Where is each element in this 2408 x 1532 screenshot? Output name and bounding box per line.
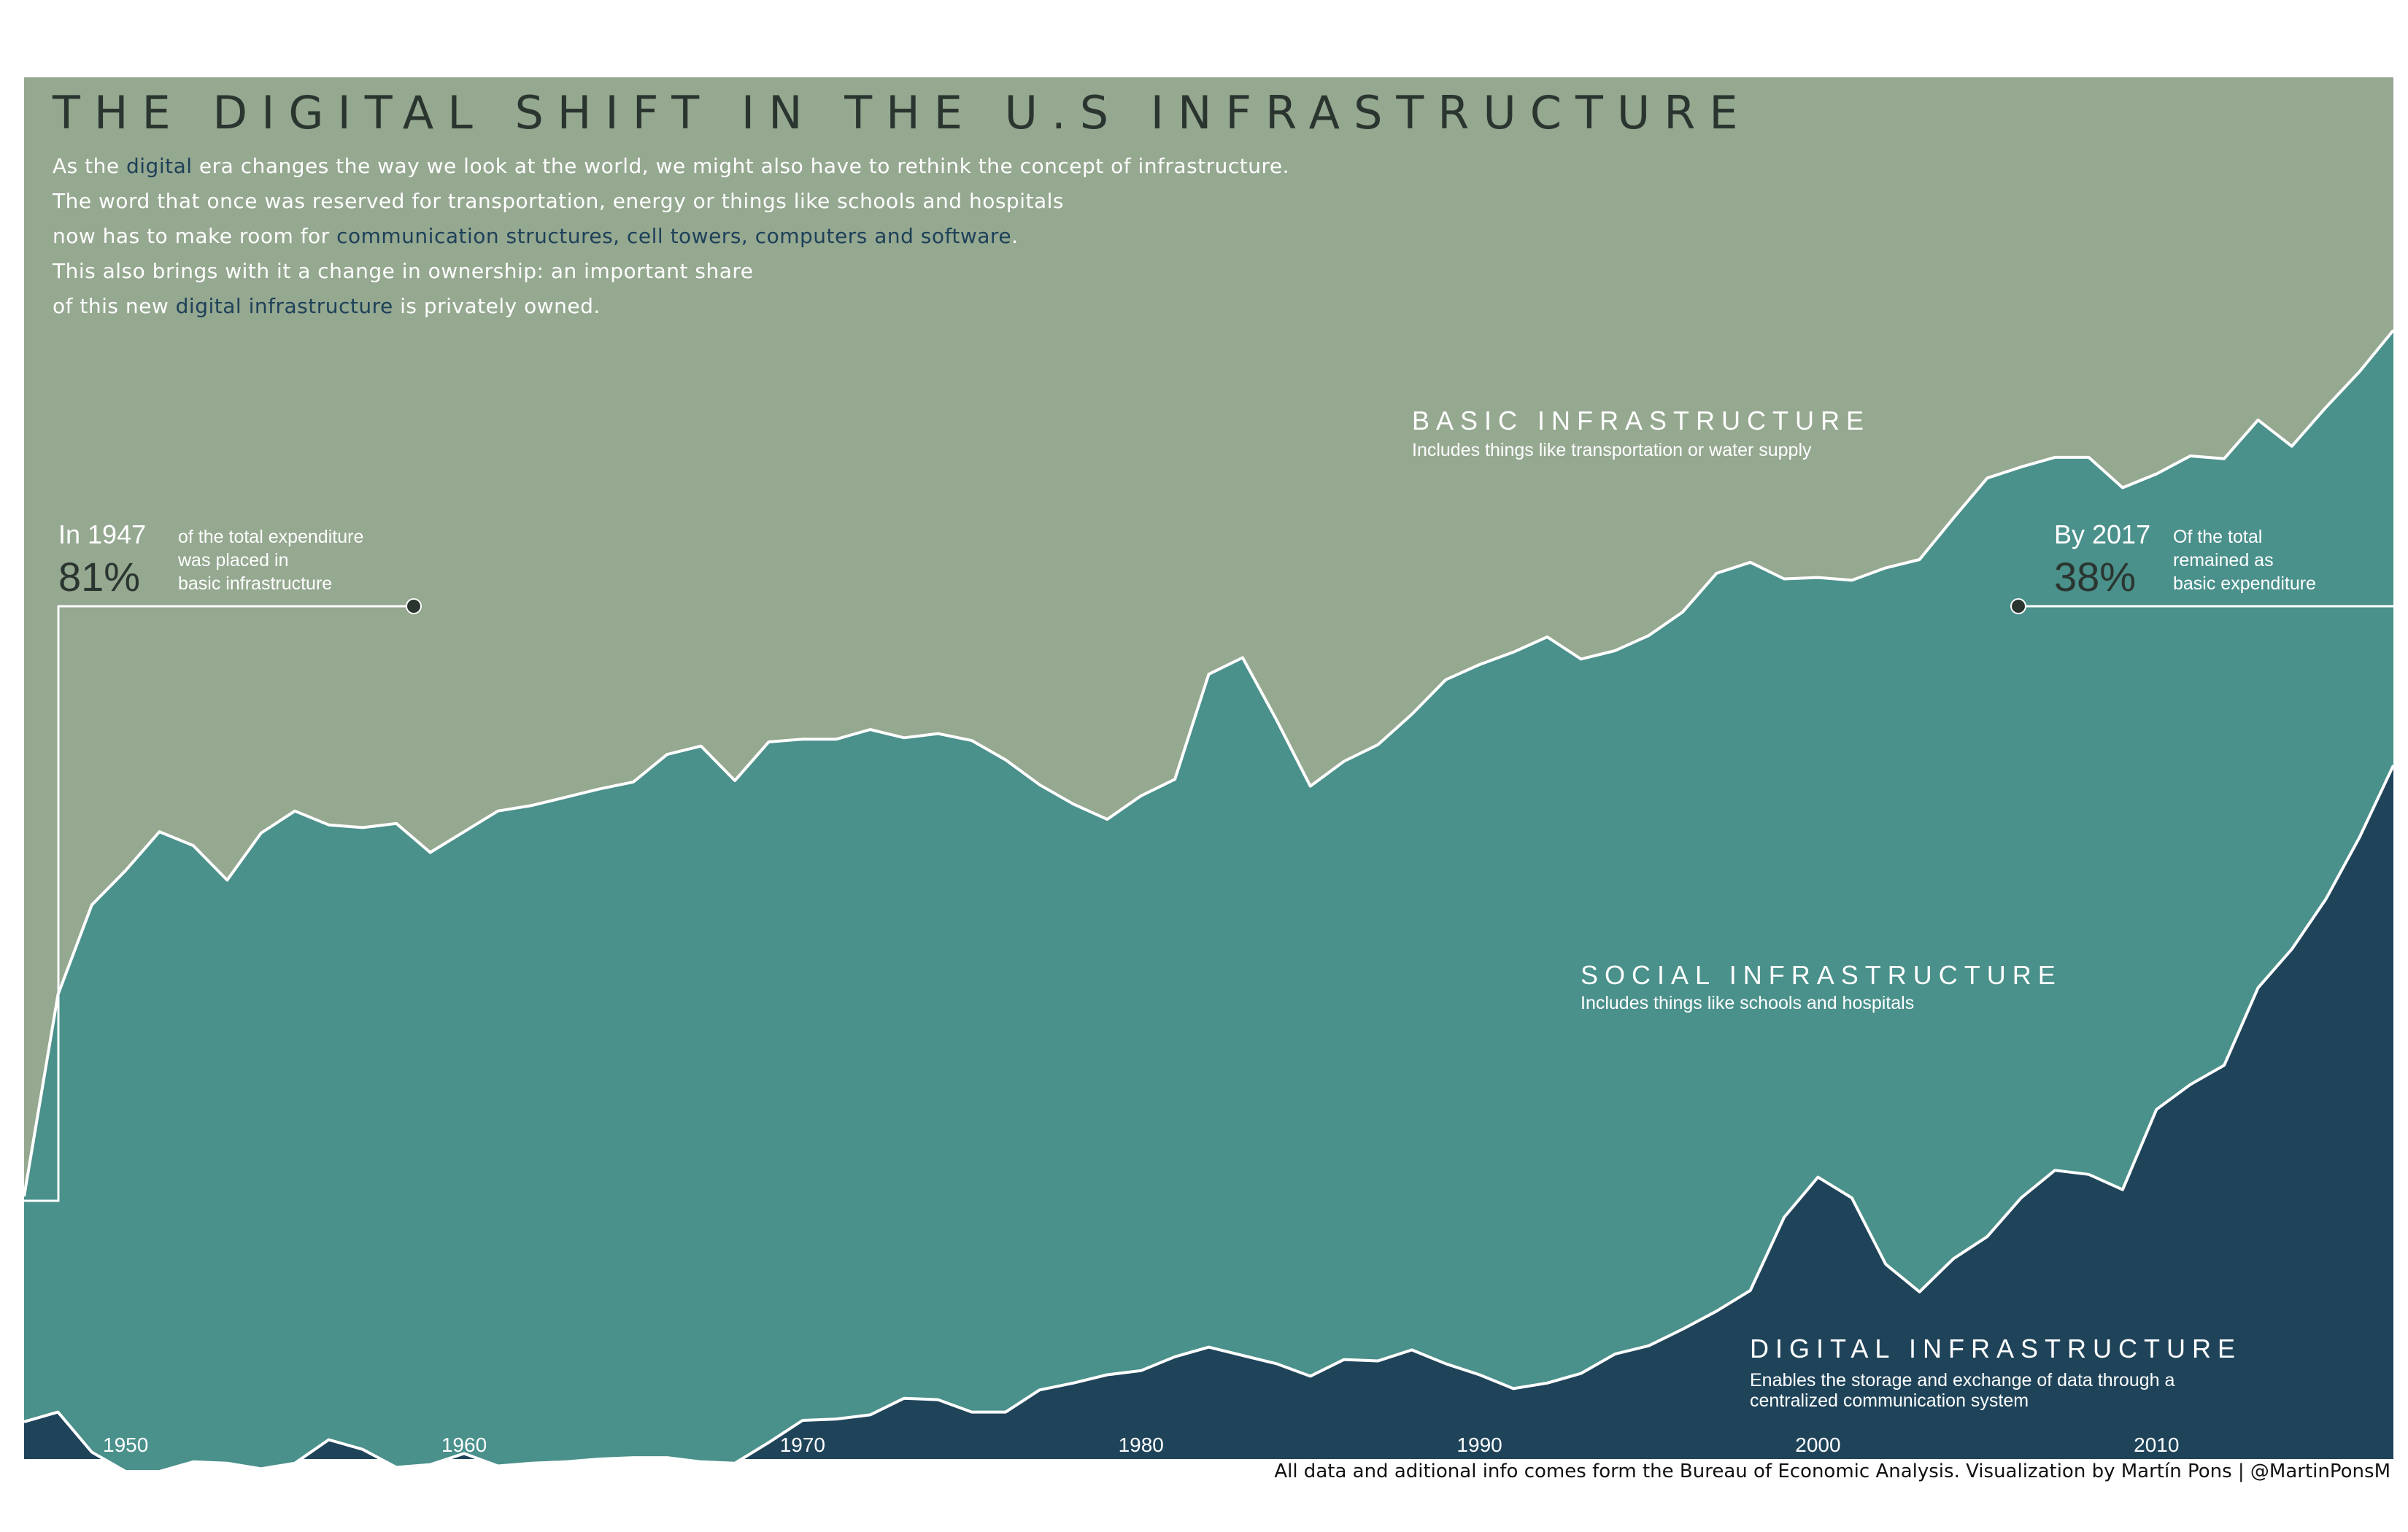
intro-line-1: As the digital era changes the way we lo… [53, 149, 1289, 184]
stacked-areas [23, 77, 2395, 1473]
digital-series-title: DIGITAL INFRASTRUCTURE [1750, 1334, 2242, 1363]
intro-highlight: digital [126, 154, 193, 178]
basic-infrastructure-area [24, 77, 2393, 1197]
annotation-2017-value: 38% [2054, 554, 2137, 600]
annotation-2017-text-3: basic expenditure [2173, 573, 2316, 594]
annotation-lines [24, 598, 2393, 1202]
intro-text: is privately owned. [393, 294, 601, 318]
x-axis-ticks: 1950 1960 1970 1980 1990 2000 2010 [103, 1434, 2179, 1456]
social-basic-boundary-line [23, 329, 2395, 1197]
x-tick-label: 1960 [441, 1434, 487, 1456]
annotation-1947-dot [406, 598, 422, 614]
digital-social-boundary-line [23, 765, 2395, 1473]
intro-paragraph: As the digital era changes the way we lo… [53, 149, 1289, 324]
annotation-1947-connector [24, 605, 414, 1202]
intro-line-3: now has to make room for communication s… [53, 219, 1289, 254]
social-series-title: SOCIAL INFRASTRUCTURE [1581, 960, 2062, 990]
x-tick-label: 1970 [780, 1434, 825, 1456]
annotation-2017-text-1: Of the total [2173, 527, 2263, 547]
x-tick-label: 1980 [1119, 1434, 1164, 1456]
annotation-1947-text-2: was placed in [178, 550, 289, 570]
basic-series-title: BASIC INFRASTRUCTURE [1412, 406, 1871, 436]
intro-text: . [1011, 224, 1019, 248]
social-series-desc: Includes things like schools and hospita… [1581, 993, 1915, 1013]
digital-infrastructure-area [24, 765, 2393, 1471]
intro-text: of this new [53, 294, 176, 318]
x-tick-label: 2000 [1795, 1434, 1840, 1456]
basic-series-desc: Includes things like transportation or w… [1412, 440, 1812, 460]
digital-series-desc-2: centralized communication system [1750, 1390, 2029, 1411]
annotation-2017-dot [2010, 598, 2026, 614]
digital-series-desc-1: Enables the storage and exchange of data… [1750, 1370, 2175, 1390]
x-tick-label: 1990 [1456, 1434, 1502, 1456]
intro-highlight: digital infrastructure [175, 294, 393, 318]
source-footer: All data and aditional info comes form t… [1274, 1461, 2390, 1482]
x-tick-label: 2010 [2134, 1434, 2179, 1456]
x-tick-label: 1950 [103, 1434, 148, 1456]
intro-text: now has to make room for [53, 224, 337, 248]
intro-text: era changes the way we look at the world… [192, 154, 1290, 178]
annotation-1947-text-1: of the total expenditure [178, 527, 364, 547]
intro-text: As the [53, 154, 126, 178]
intro-highlight: communication structures, cell towers, c… [336, 224, 1012, 248]
annotation-2017-label: By 2017 [2054, 519, 2151, 549]
intro-line-2: The word that once was reserved for tran… [53, 189, 1064, 213]
annotation-1947-label: In 1947 [58, 519, 147, 549]
chart-title: THE DIGITAL SHIFT IN THE U.S INFRASTRUCT… [53, 86, 1752, 139]
annotation-2017-text-2: remained as [2173, 550, 2274, 570]
intro-line-5: of this new digital infrastructure is pr… [53, 289, 1289, 324]
annotation-1947-text-3: basic infrastructure [178, 573, 333, 594]
social-infrastructure-area [24, 330, 2393, 1472]
intro-line-4: This also brings with it a change in own… [53, 259, 754, 283]
annotation-1947-value: 81% [58, 554, 141, 600]
